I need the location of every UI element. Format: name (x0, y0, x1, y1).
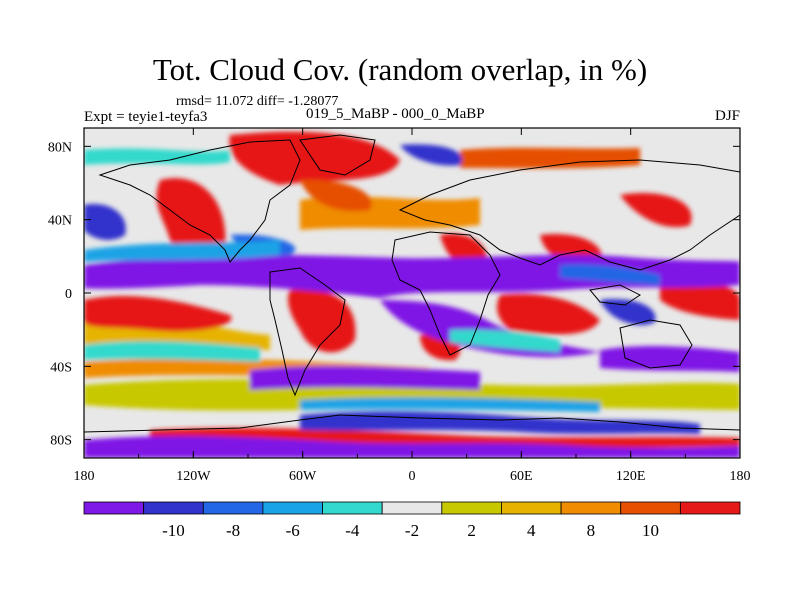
colorbar-label: -4 (345, 521, 360, 540)
field-region (460, 147, 640, 169)
field-region (150, 427, 740, 449)
lon-tick-label: 60E (510, 469, 533, 484)
colorbar-label: -10 (162, 521, 185, 540)
coastline-greenland (299, 134, 376, 176)
season-label: DJF (714, 108, 740, 124)
field-region (288, 289, 356, 353)
colorbar-label: -6 (286, 521, 300, 540)
colorbar-label: 10 (642, 521, 659, 540)
axis-ticks: 180 120W 60W 0 60E 120E 180 80N 40N 0 40S 80S (48, 128, 751, 484)
colorbar-swatch (381, 501, 443, 515)
lon-tick-label: 120W (176, 469, 211, 484)
lon-tick-label: 60W (289, 469, 317, 484)
field-region (84, 436, 740, 458)
coastline-africa (391, 231, 501, 356)
period-label: 019_5_MaBP - 000_0_MaBP (306, 106, 485, 122)
lat-tick-label: 80S (50, 434, 72, 449)
coastline-antarctica (84, 414, 740, 433)
field-region (400, 144, 462, 166)
field-region (84, 204, 126, 240)
colorbar-label: -8 (226, 521, 240, 540)
coastline-south-america (269, 267, 346, 397)
lat-tick-label: 40N (48, 214, 72, 229)
field-region (560, 264, 660, 285)
field-region (84, 295, 232, 332)
colorbar-label: 4 (527, 521, 536, 540)
coastline-maritime (589, 284, 641, 306)
colorbar-swatch (262, 501, 323, 515)
lon-tick-label: 0 (409, 469, 416, 484)
colorbar-swatch (501, 501, 562, 515)
lon-tick-label: 180 (730, 469, 751, 484)
lon-tick-label: 120E (616, 469, 646, 484)
field-region (620, 193, 692, 228)
coastline-eurasia (398, 159, 740, 271)
field-region (84, 341, 260, 362)
colorbar-swatch (83, 501, 145, 515)
colorbar-swatch (322, 501, 383, 515)
field-region (84, 148, 230, 165)
field-region (600, 299, 656, 326)
colorbar-swatch (679, 501, 741, 515)
colorbar-swatch (620, 501, 681, 515)
field-region (497, 293, 600, 335)
anomaly-field (84, 128, 740, 458)
field-region (84, 240, 280, 262)
field-region (250, 366, 480, 390)
colorbar-swatch (202, 501, 264, 515)
field-region (600, 346, 740, 372)
coastline-north-america (98, 139, 301, 263)
colorbar-swatch (560, 501, 622, 515)
colorbar-label: 2 (467, 521, 476, 540)
colorbar-label: 8 (587, 521, 596, 540)
field-region (450, 329, 560, 352)
lat-tick-label: 40S (50, 360, 72, 375)
field-region (300, 397, 600, 412)
colorbar-label: -2 (405, 521, 419, 540)
coastline-australia (619, 319, 693, 369)
field-region (300, 179, 372, 212)
lon-tick-label: 180 (74, 469, 95, 484)
lat-tick-label: 0 (65, 287, 72, 302)
field-region (229, 131, 400, 185)
colorbar-swatch (143, 501, 204, 515)
lat-tick-label: 80N (48, 140, 72, 155)
map-title: Tot. Cloud Cov. (random overlap, in %) (152, 52, 648, 87)
field-region (660, 279, 740, 320)
colorbar-swatch (441, 501, 502, 515)
colorbar: -10 -8 -6 -4 -2 2 4 8 10 (83, 501, 741, 540)
experiment-label: Expt = teyie1-teyfa3 (84, 109, 208, 125)
coastlines (84, 134, 740, 433)
stats-subtitle: rmsd= 11.072 diff= -1.28077 (176, 94, 339, 109)
